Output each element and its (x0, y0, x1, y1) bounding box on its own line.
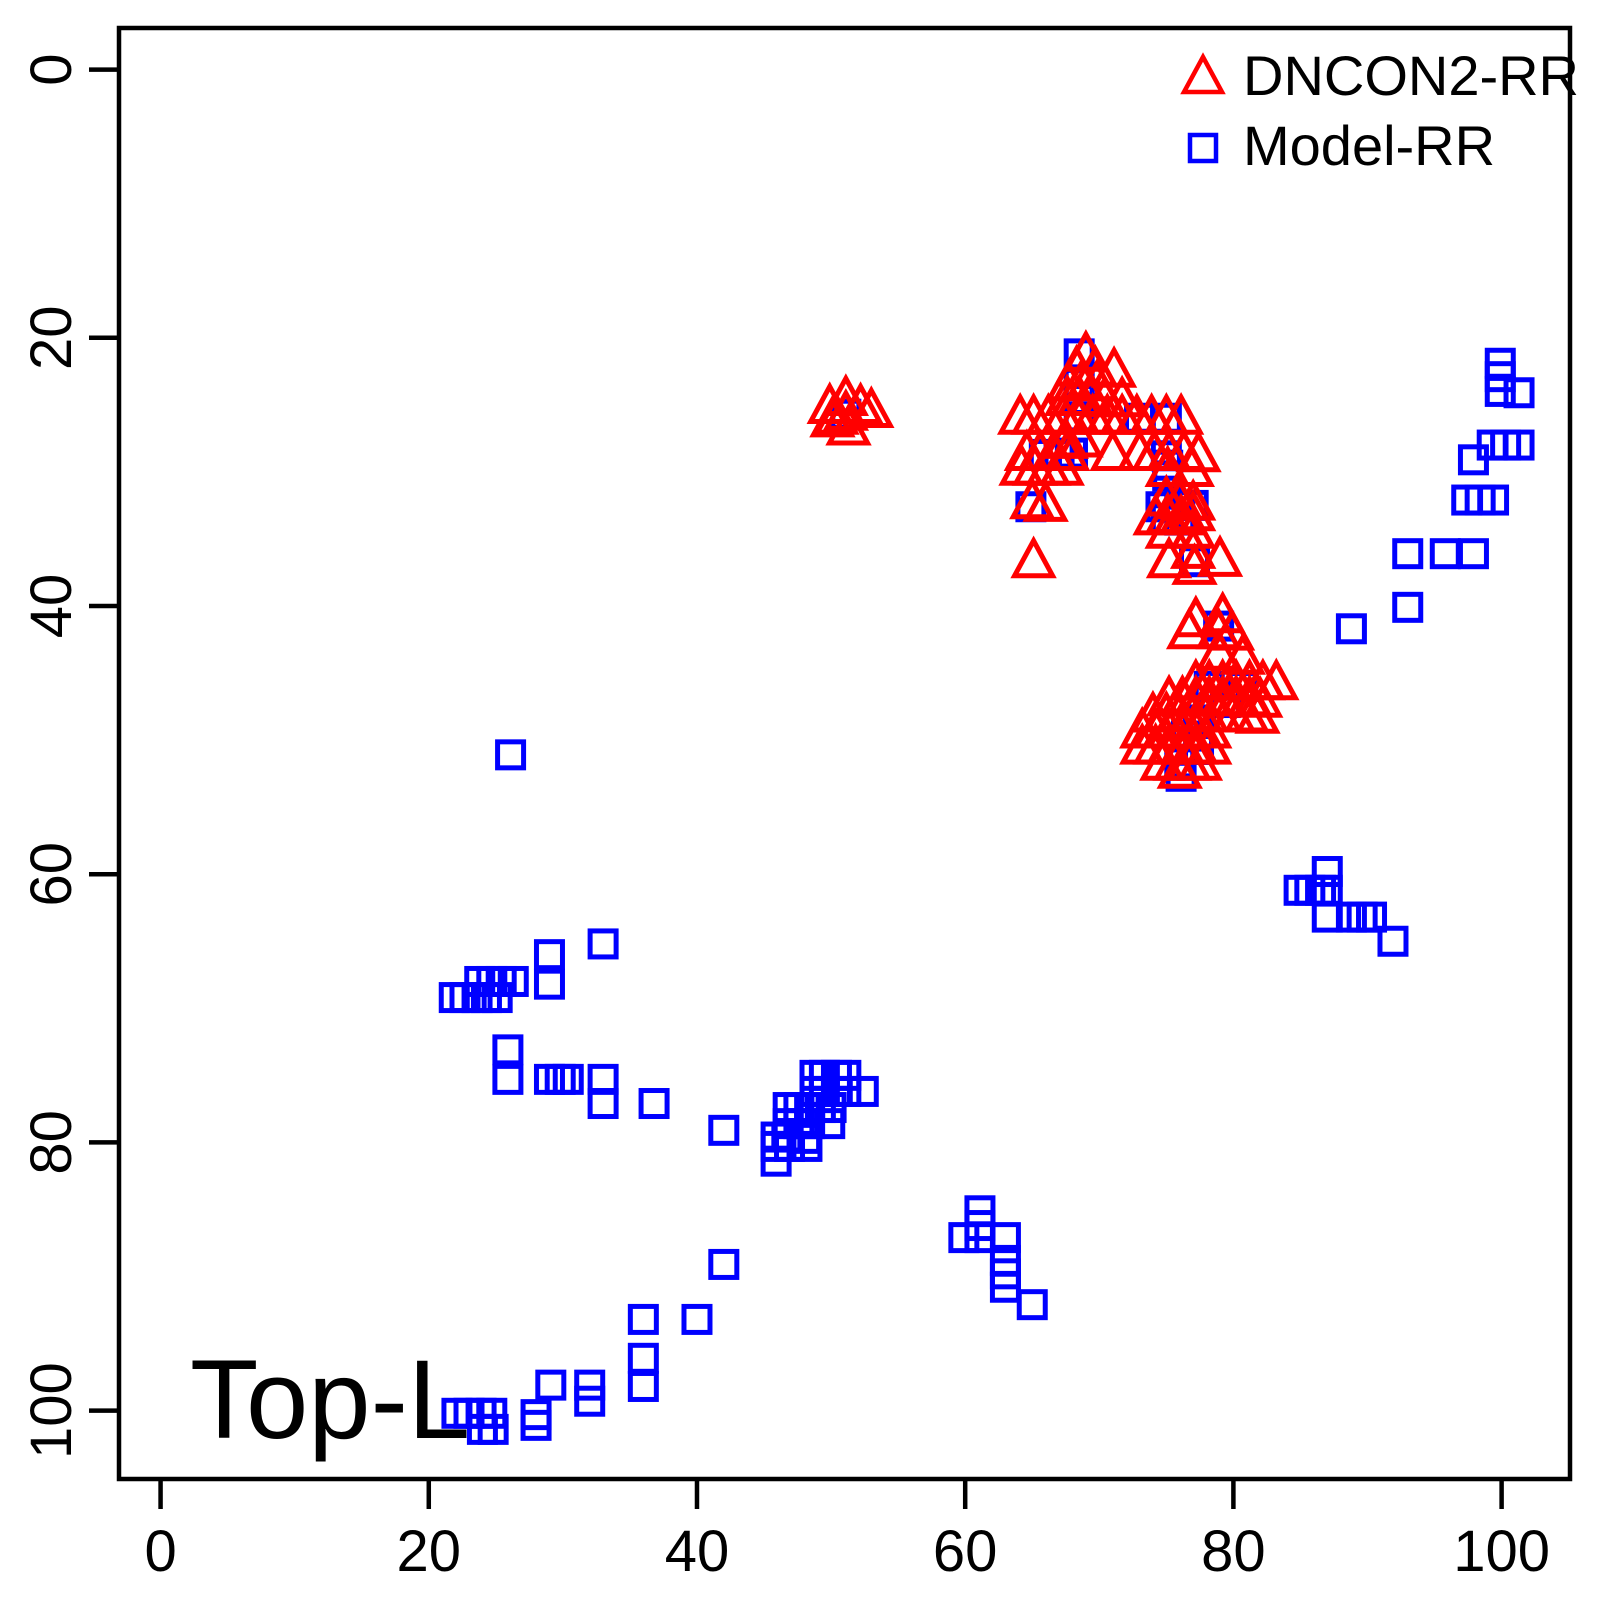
data-point-square (627, 1342, 659, 1374)
data-point-square (587, 1088, 619, 1120)
data-point-square (989, 1222, 1021, 1254)
data-point-triangle (1165, 606, 1213, 650)
data-point-square (847, 1075, 879, 1107)
data-point-square (492, 1063, 524, 1095)
data-point-square (1503, 429, 1535, 461)
data-point-square (1392, 538, 1424, 570)
data-point-square (552, 1063, 584, 1095)
data-point-square (1392, 591, 1424, 623)
axes: 0 20 40 60 80 100 0 20 40 60 80 100 (19, 53, 1550, 1584)
data-point-square (830, 1059, 862, 1091)
data-point-square (627, 1370, 659, 1402)
data-point-square (477, 1413, 509, 1445)
corner-label: Top-L (190, 1337, 470, 1462)
x-tick-label: 80 (1201, 1519, 1266, 1584)
data-point-triangle (1253, 657, 1300, 701)
data-point-square (1377, 925, 1409, 957)
series-model-rr (438, 338, 1535, 1445)
data-point-triangle (848, 385, 895, 429)
y-tick-label: 0 (19, 53, 84, 85)
x-tick-label: 0 (144, 1519, 176, 1584)
data-point-square (533, 939, 565, 971)
data-point-square (989, 1271, 1021, 1303)
data-point-triangle (1196, 534, 1244, 577)
x-tick-label: 60 (933, 1519, 998, 1584)
data-point-square (1503, 377, 1535, 409)
data-point-square (520, 1409, 552, 1441)
data-point-square (1478, 484, 1510, 516)
data-point-triangle (1176, 737, 1224, 781)
data-point-square (497, 965, 529, 997)
data-point-square (1335, 613, 1367, 645)
data-point-square (708, 1248, 740, 1280)
x-tick-label: 40 (665, 1519, 730, 1584)
legend: DNCON2-RR Model-RR (1180, 44, 1579, 177)
data-point-square (638, 1088, 670, 1120)
data-point-triangle (1022, 479, 1069, 522)
data-point-triangle (1180, 52, 1226, 95)
data-point-triangle (837, 381, 884, 425)
data-point-square (587, 928, 619, 960)
data-point-square (681, 1303, 713, 1335)
data-point-triangle (1186, 705, 1233, 749)
data-point-square (533, 968, 565, 1000)
data-point-triangle (1089, 428, 1136, 471)
data-point-triangle (1169, 526, 1217, 569)
data-point-square (1457, 538, 1489, 570)
data-point-square (948, 1222, 980, 1254)
y-tick-label: 100 (19, 1362, 84, 1459)
data-point-square (815, 1092, 847, 1124)
data-point-triangle (1157, 392, 1205, 435)
data-point-square (1484, 375, 1516, 407)
data-point-triangle (1156, 746, 1203, 789)
data-point-triangle (809, 394, 856, 438)
y-tick-label: 80 (19, 1110, 84, 1175)
data-point-square (574, 1385, 606, 1417)
data-point-square (627, 1303, 659, 1335)
data-point-square (574, 1369, 606, 1401)
data-point-triangle (1038, 442, 1085, 486)
data-point-triangle (1090, 345, 1138, 388)
legend-entry-dncon2-rr: DNCON2-RR (1180, 44, 1579, 107)
data-point-triangle (1098, 374, 1146, 418)
data-point-square (495, 739, 527, 771)
data-point-square (481, 982, 513, 1014)
y-tick-label: 20 (19, 306, 84, 371)
legend-label: Model-RR (1243, 114, 1495, 177)
data-point-square (492, 1034, 524, 1066)
data-point-triangle (1009, 476, 1056, 520)
data-point-square (1429, 538, 1461, 570)
data-point-square (1356, 901, 1388, 933)
plot-border (116, 25, 1573, 1482)
data-point-triangle (1010, 535, 1057, 579)
data-point-square (535, 1369, 567, 1401)
data-point-square (791, 1130, 823, 1162)
data-point-square (760, 1145, 792, 1177)
data-point-square (1016, 1289, 1048, 1321)
data-point-square (1187, 132, 1219, 164)
data-point-square (1311, 874, 1343, 906)
data-point-square (1311, 856, 1343, 888)
legend-entry-model-rr: Model-RR (1187, 114, 1495, 177)
x-tick-label: 20 (397, 1519, 462, 1584)
data-point-triangle (1208, 607, 1256, 651)
legend-label: DNCON2-RR (1243, 44, 1579, 107)
y-tick-label: 40 (19, 574, 84, 639)
series-dncon2-rr (806, 328, 1300, 789)
data-point-triangle (1234, 691, 1281, 734)
data-point-square (476, 1397, 508, 1429)
y-tick-label: 60 (19, 842, 84, 907)
data-point-square (1457, 444, 1489, 476)
x-tick-label: 100 (1453, 1519, 1550, 1584)
data-point-square (708, 1114, 740, 1146)
